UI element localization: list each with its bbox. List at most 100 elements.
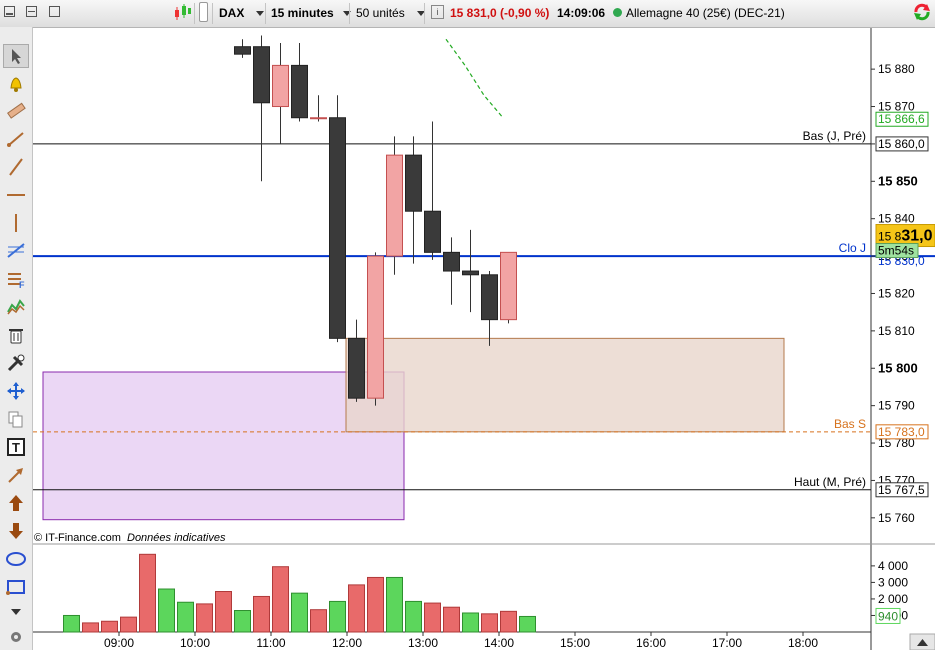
price-axis-label: 15 840 bbox=[878, 212, 915, 226]
volume-bar[interactable] bbox=[405, 600, 422, 633]
bas-s-label: Bas S bbox=[834, 417, 866, 431]
volume-bar[interactable] bbox=[158, 588, 175, 633]
bas-j-pre-value: 15 860,0 bbox=[878, 137, 925, 151]
bas-s-value-box bbox=[875, 424, 929, 440]
candle-body bbox=[443, 251, 460, 272]
candle-body bbox=[272, 64, 289, 108]
candle[interactable] bbox=[443, 237, 460, 305]
instrument-select[interactable]: DAX bbox=[219, 0, 265, 27]
candle[interactable] bbox=[386, 136, 403, 275]
volume-bar[interactable] bbox=[386, 576, 403, 633]
candle[interactable] bbox=[462, 229, 479, 313]
volume-bar[interactable] bbox=[177, 601, 194, 633]
volume-bar[interactable] bbox=[196, 603, 213, 633]
countdown-box bbox=[875, 243, 919, 259]
volume-bar[interactable] bbox=[139, 553, 156, 633]
horizontal-line-icon[interactable] bbox=[3, 183, 29, 207]
maximize-icon[interactable] bbox=[48, 6, 60, 17]
down-arrow-icon[interactable] bbox=[3, 519, 29, 543]
move-icon[interactable] bbox=[3, 379, 29, 403]
volume-bar[interactable] bbox=[291, 592, 308, 633]
volume-axis-label: 3 000 bbox=[878, 575, 908, 589]
candle-body bbox=[500, 251, 517, 321]
volume-bar[interactable] bbox=[101, 620, 118, 633]
candle[interactable] bbox=[481, 271, 498, 346]
candle[interactable] bbox=[329, 95, 346, 343]
settings-gear-icon[interactable] bbox=[3, 625, 29, 649]
candle[interactable] bbox=[367, 252, 384, 406]
minimize-icon[interactable] bbox=[4, 6, 15, 17]
volume-bar[interactable] bbox=[348, 584, 365, 633]
fibonacci-time-icon[interactable]: F bbox=[3, 267, 29, 291]
vertical-line-icon[interactable] bbox=[3, 211, 29, 235]
volume-bar[interactable] bbox=[82, 622, 99, 633]
volume-bar[interactable] bbox=[367, 576, 384, 633]
candle[interactable] bbox=[424, 121, 441, 260]
time-axis-label: 13:00 bbox=[408, 636, 438, 650]
rectangle-icon[interactable] bbox=[3, 575, 29, 599]
volume-bar[interactable] bbox=[120, 616, 137, 633]
volume-bar[interactable] bbox=[519, 615, 536, 633]
volume-bar[interactable] bbox=[310, 609, 327, 633]
market-status-dot-icon bbox=[613, 0, 622, 27]
ellipse-icon[interactable] bbox=[3, 547, 29, 571]
ma-value-label: 15 866,6 bbox=[878, 112, 925, 126]
ruler-icon[interactable] bbox=[3, 99, 29, 123]
time-axis-label: 11:00 bbox=[256, 636, 285, 650]
time-axis-label: 15:00 bbox=[560, 636, 590, 650]
price-axis-label: 15 810 bbox=[878, 324, 915, 338]
chart-settings-icon[interactable] bbox=[199, 0, 208, 27]
price-axis-label: 15 820 bbox=[878, 286, 915, 300]
bas-j-pre-label: Bas (J, Pré) bbox=[803, 129, 866, 143]
volume-bar[interactable] bbox=[462, 612, 479, 633]
trendline-icon[interactable] bbox=[3, 127, 29, 151]
candle[interactable] bbox=[291, 42, 308, 122]
candle-body bbox=[481, 274, 498, 321]
arrow-icon[interactable] bbox=[3, 463, 29, 487]
candle[interactable] bbox=[310, 95, 327, 122]
alert-bell-icon[interactable] bbox=[3, 72, 29, 96]
volume-bar[interactable] bbox=[443, 606, 460, 633]
diagonal-line-icon[interactable] bbox=[3, 155, 29, 179]
timeframe-select[interactable]: 15 minutes bbox=[271, 0, 351, 27]
info-icon[interactable]: i bbox=[431, 0, 444, 27]
time-axis-label: 10:00 bbox=[180, 636, 210, 650]
tan-zone[interactable] bbox=[345, 337, 785, 433]
volume-bar[interactable] bbox=[500, 610, 517, 633]
volume-bar[interactable] bbox=[329, 600, 346, 633]
candle[interactable] bbox=[234, 39, 251, 58]
svg-text:T: T bbox=[12, 440, 20, 455]
text-icon[interactable]: T bbox=[3, 435, 29, 459]
copy-icon[interactable] bbox=[3, 407, 29, 431]
volume-bar[interactable] bbox=[424, 602, 441, 633]
volume-bar[interactable] bbox=[63, 614, 80, 633]
volume-bar[interactable] bbox=[234, 610, 251, 633]
candle[interactable] bbox=[253, 35, 270, 182]
magnet-icon[interactable] bbox=[3, 351, 29, 375]
candle[interactable] bbox=[405, 136, 422, 264]
price-axis-label: 15 800 bbox=[878, 360, 918, 375]
candle-style-icon[interactable] bbox=[173, 0, 193, 27]
purple-zone[interactable] bbox=[42, 371, 405, 521]
time-axis-label: 17:00 bbox=[712, 636, 742, 650]
volume-bar[interactable] bbox=[272, 566, 289, 633]
candle[interactable] bbox=[272, 42, 289, 144]
fibonacci-icon[interactable] bbox=[3, 239, 29, 263]
refresh-icon[interactable] bbox=[912, 0, 932, 27]
toolbar-scroll-down-icon[interactable] bbox=[3, 600, 29, 624]
cursor-icon[interactable] bbox=[3, 44, 29, 68]
expand-icon[interactable] bbox=[909, 633, 935, 650]
candle[interactable] bbox=[500, 251, 517, 324]
volume-bar[interactable] bbox=[253, 595, 270, 633]
up-arrow-icon[interactable] bbox=[3, 491, 29, 515]
candle[interactable] bbox=[348, 319, 365, 402]
volume-bar[interactable] bbox=[215, 591, 232, 633]
wave-icon[interactable] bbox=[3, 295, 29, 319]
trash-icon[interactable] bbox=[3, 323, 29, 347]
volume-bar[interactable] bbox=[481, 613, 498, 633]
haut-m-pre-value: 15 767,5 bbox=[878, 483, 925, 497]
restore-icon[interactable] bbox=[26, 6, 38, 17]
units-select[interactable]: 50 unités bbox=[356, 0, 425, 27]
price-axis-label: 15 850 bbox=[878, 173, 918, 188]
